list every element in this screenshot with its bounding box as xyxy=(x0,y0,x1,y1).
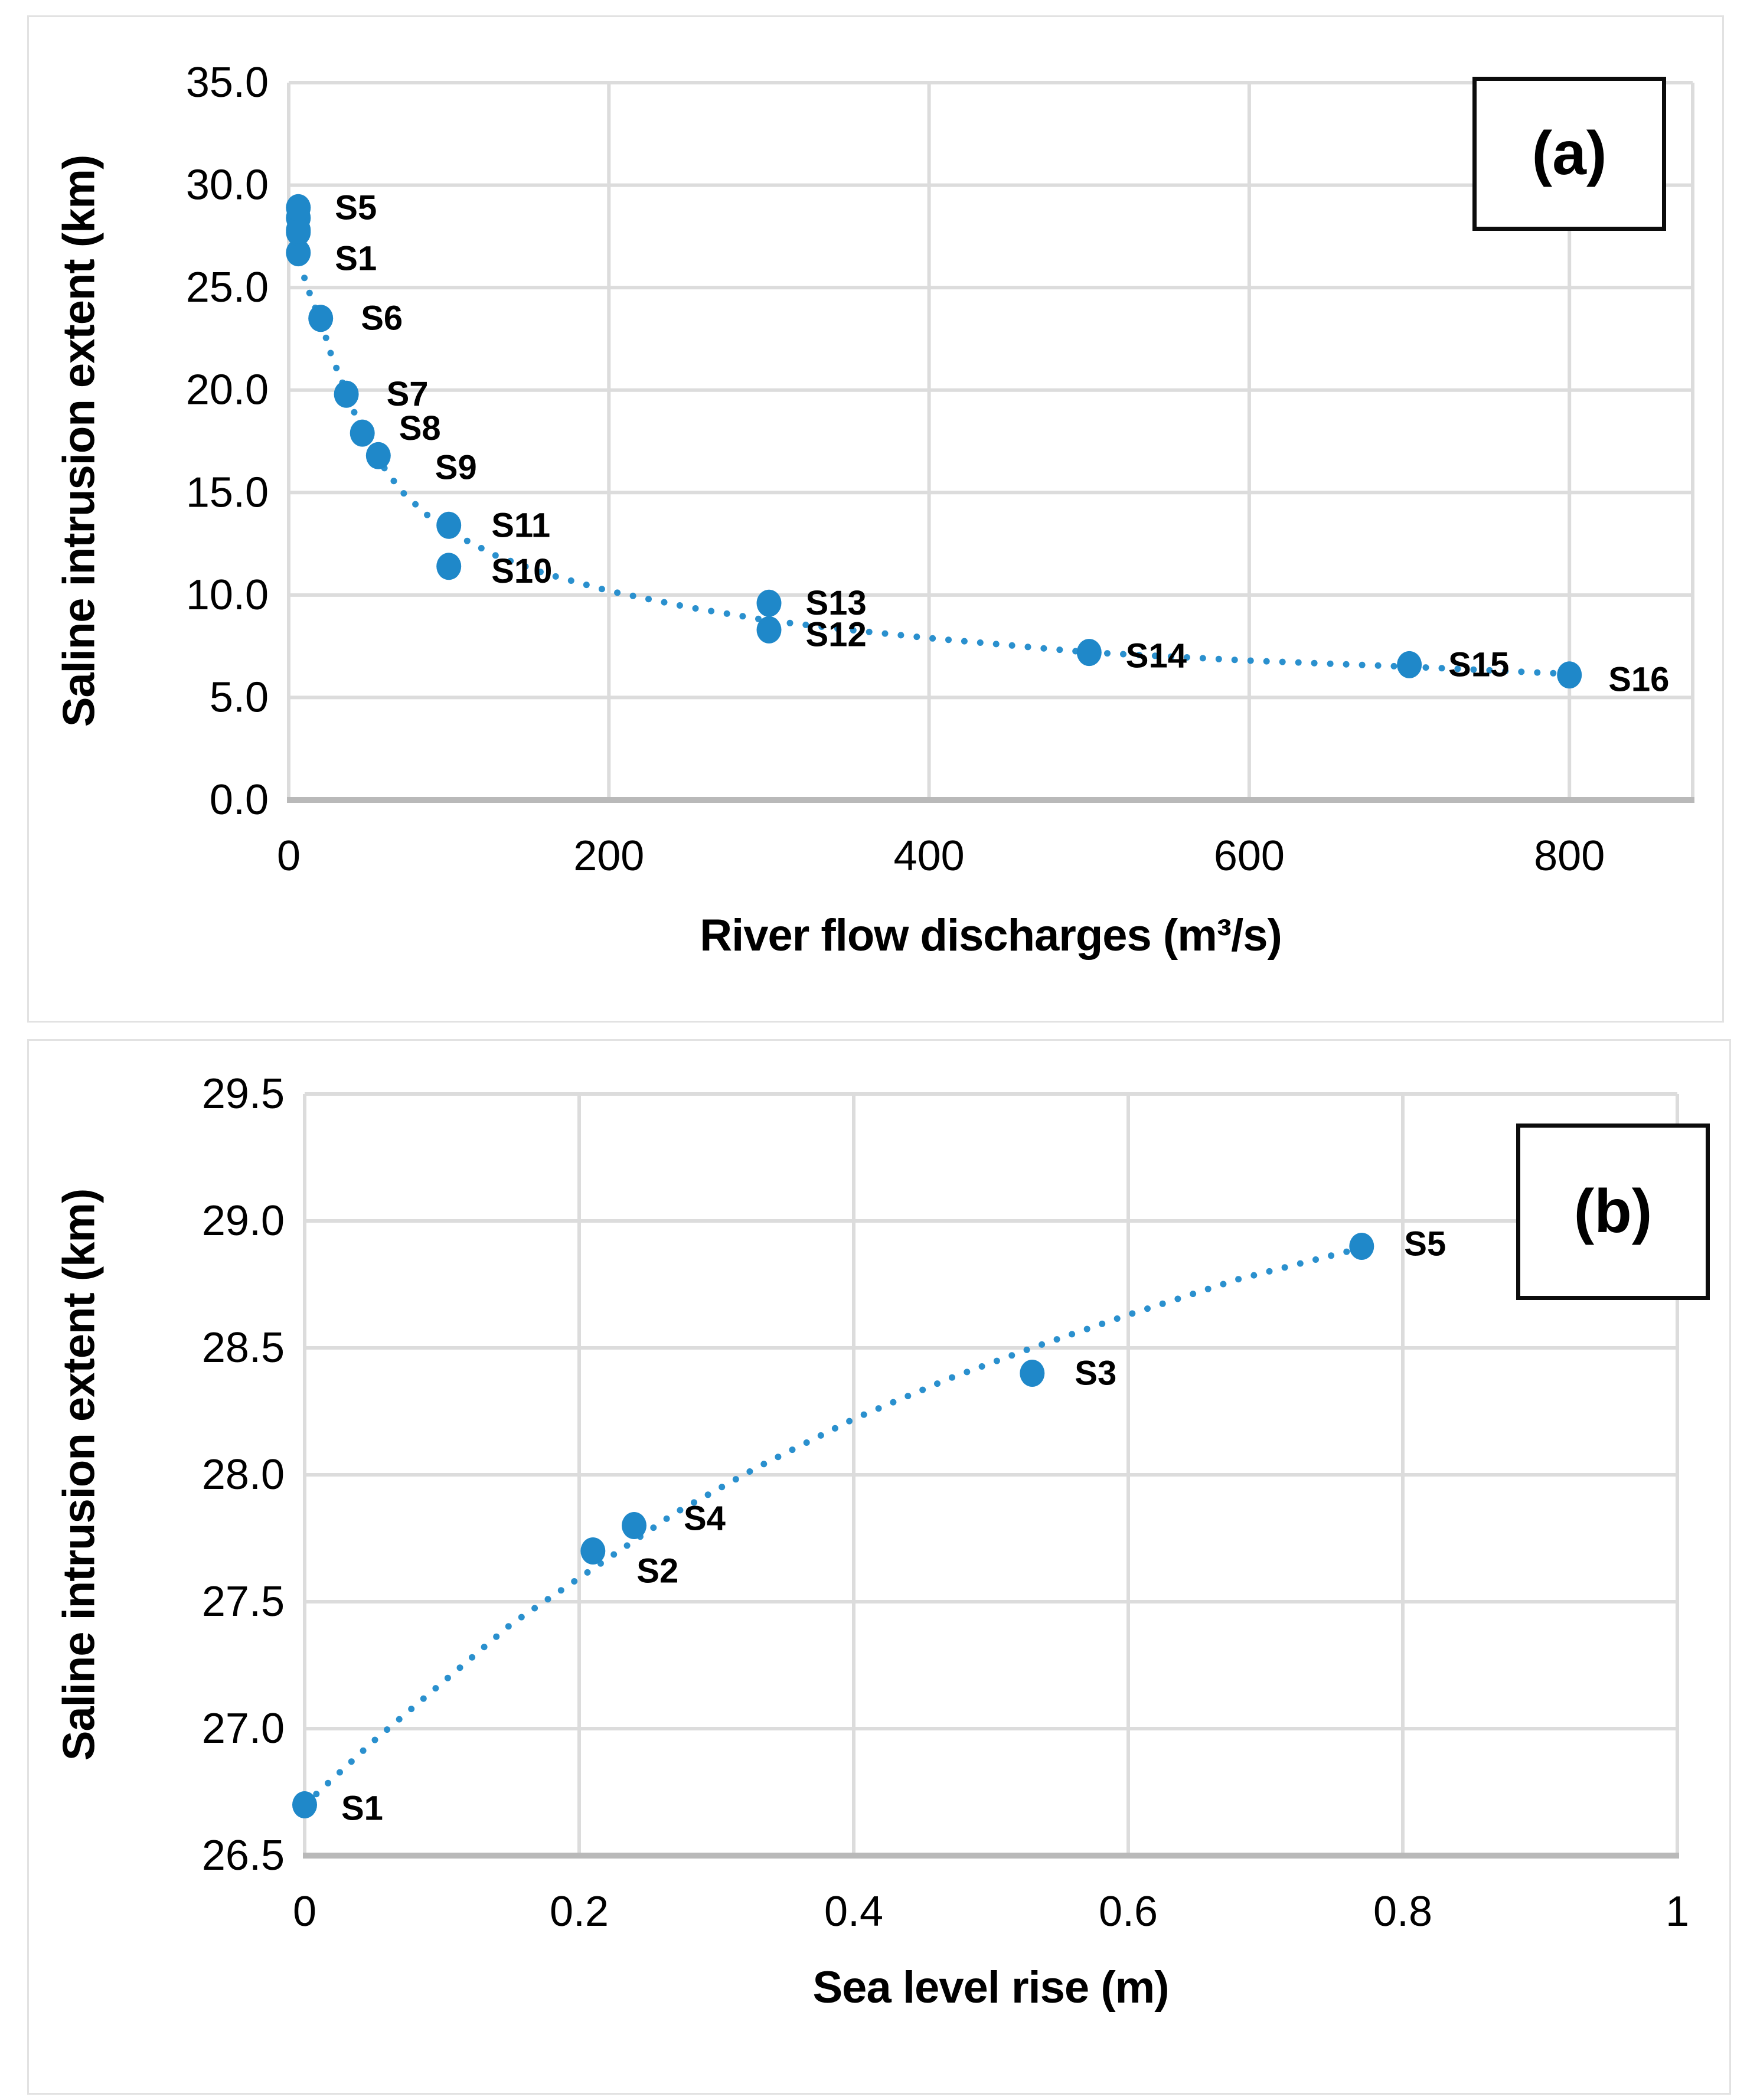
trend-dotted-line xyxy=(295,243,1573,677)
chart-b-x-axis-title: Sea level rise (m) xyxy=(812,1962,1169,2013)
y-tick-label: 15.0 xyxy=(186,469,269,516)
x-tick-label: 1 xyxy=(1666,1888,1689,1935)
x-tick-label: 600 xyxy=(1214,832,1285,880)
data-point-S8 xyxy=(350,419,375,447)
data-point-S9 xyxy=(365,442,391,469)
trend-dotted-line xyxy=(301,1248,1350,1808)
data-point-S3 xyxy=(1020,1360,1045,1387)
y-tick-label: 29.5 xyxy=(202,1070,285,1118)
y-tick-label: 28.0 xyxy=(202,1451,285,1498)
y-tick-labels: 26.5 27.0 27.5 28.0 28.5 29.0 29.5 xyxy=(202,1070,285,1879)
y-tick-label: 20.0 xyxy=(186,367,269,414)
point-label-S5: S5 xyxy=(1404,1225,1446,1263)
chart-b-y-axis-title: Saline intrusion extent (km) xyxy=(54,1188,105,1761)
data-point-S11 xyxy=(436,511,462,539)
x-tick-label: 0.4 xyxy=(824,1888,883,1935)
x-tick-label: 0 xyxy=(293,1888,316,1935)
chart-a-canvas: 0.0 5.0 10.0 15.0 20.0 25.0 30.0 35.0 0 200 400 600… xyxy=(186,59,1694,880)
point-label-S8: S8 xyxy=(399,409,441,448)
y-tick-label: 0.0 xyxy=(210,776,269,824)
y-tick-label: 25.0 xyxy=(186,264,269,311)
y-tick-label: 27.5 xyxy=(202,1578,285,1625)
point-label-S10: S10 xyxy=(491,552,552,590)
x-tick-label: 400 xyxy=(894,832,965,880)
chart-a-x-axis-title: River flow discharges (m³/s) xyxy=(700,910,1282,961)
data-point-S6 xyxy=(308,305,334,332)
point-label-S6: S6 xyxy=(361,299,403,338)
point-label-S13: S13 xyxy=(806,584,867,622)
data-point-S14 xyxy=(1076,639,1102,667)
point-label-S15: S15 xyxy=(1448,645,1509,684)
data-points xyxy=(286,194,1582,689)
point-label-S11: S11 xyxy=(491,506,550,544)
x-tick-label: 800 xyxy=(1534,832,1605,880)
x-tick-label: 0.2 xyxy=(550,1888,609,1935)
point-label-S7: S7 xyxy=(387,375,429,413)
panel-b: 26.5 27.0 27.5 28.0 28.5 29.0 29.5 0 0.2 0.4 0.6 0.… xyxy=(27,1039,1731,2095)
data-point-S10 xyxy=(436,553,462,580)
data-points xyxy=(292,1233,1374,1818)
point-label-S5: S5 xyxy=(335,188,377,227)
chart-b-canvas: 26.5 27.0 27.5 28.0 28.5 29.0 29.5 0 0.2 0.4 0.6 0.… xyxy=(202,1070,1689,1935)
y-tick-label: 29.0 xyxy=(202,1197,285,1245)
y-tick-label: 28.5 xyxy=(202,1324,285,1371)
x-tick-labels: 0 0.2 0.4 0.6 0.8 1 xyxy=(293,1888,1689,1935)
point-label-S14: S14 xyxy=(1126,637,1187,675)
y-tick-labels: 0.0 5.0 10.0 15.0 20.0 25.0 30.0 35.0 xyxy=(186,59,269,824)
data-point-S12 xyxy=(756,616,782,644)
gridlines xyxy=(287,81,1694,803)
data-point-S15 xyxy=(1397,651,1422,678)
point-label-S3: S3 xyxy=(1075,1354,1116,1393)
data-point-S5 xyxy=(1349,1233,1374,1260)
x-tick-label: 200 xyxy=(573,832,644,880)
data-point-S13 xyxy=(756,589,782,617)
y-tick-label: 35.0 xyxy=(186,59,269,106)
data-point-S1 xyxy=(292,1791,317,1818)
point-label-S1: S1 xyxy=(335,240,377,278)
point-label-S4: S4 xyxy=(684,1500,726,1538)
y-tick-label: 26.5 xyxy=(202,1832,285,1879)
point-label-S9: S9 xyxy=(435,448,477,486)
data-point-S2 xyxy=(580,1537,606,1565)
point-label-S2: S2 xyxy=(636,1552,678,1590)
x-tick-labels: 0 200 400 600 800 xyxy=(277,832,1605,880)
y-tick-label: 10.0 xyxy=(186,571,269,619)
panel-a-label: (a) xyxy=(1472,77,1666,231)
x-tick-label: 0.6 xyxy=(1099,1888,1158,1935)
gridlines xyxy=(303,1092,1679,1859)
data-point-S16 xyxy=(1557,661,1582,689)
chart-a-y-axis-title: Saline intrusion extent (km) xyxy=(54,155,105,727)
point-label-S16: S16 xyxy=(1608,661,1669,699)
data-point-S1 xyxy=(286,239,311,267)
panel-a: 0.0 5.0 10.0 15.0 20.0 25.0 30.0 35.0 0 200 400 600… xyxy=(27,15,1724,1023)
data-point-S4 xyxy=(286,216,311,244)
point-label-S1: S1 xyxy=(341,1789,383,1828)
x-tick-label: 0.8 xyxy=(1373,1888,1432,1935)
point-label-S12: S12 xyxy=(806,615,867,654)
panel-b-label: (b) xyxy=(1516,1124,1710,1300)
x-tick-label: 0 xyxy=(277,832,301,880)
data-point-S4 xyxy=(622,1512,646,1539)
y-tick-label: 27.0 xyxy=(202,1705,285,1752)
data-point-S7 xyxy=(334,380,359,408)
y-tick-label: 5.0 xyxy=(210,674,269,721)
data-point-S5 xyxy=(286,194,311,221)
y-tick-label: 30.0 xyxy=(186,162,269,209)
